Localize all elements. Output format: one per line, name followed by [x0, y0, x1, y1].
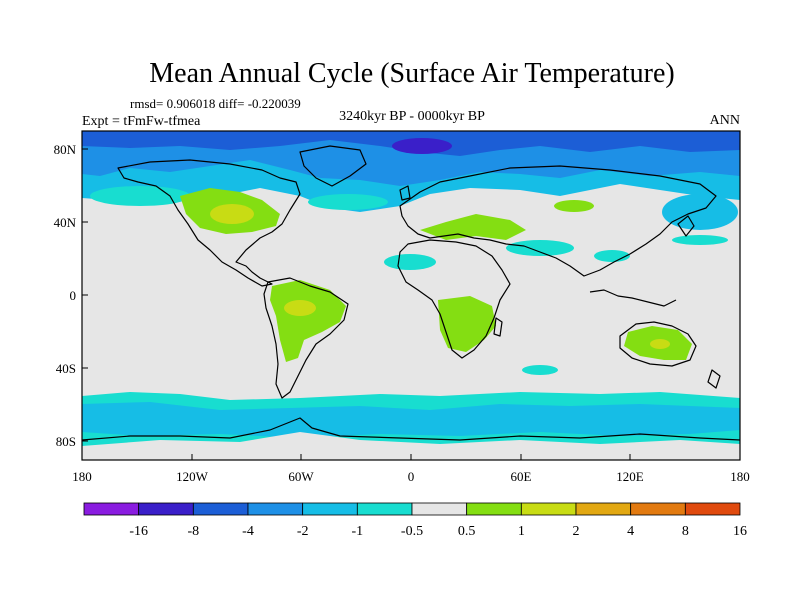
antarctic-grey: [82, 432, 740, 460]
colorbar-swatch: [192, 502, 249, 516]
lat-label: 80N: [54, 142, 77, 157]
axis-ticks: [81, 148, 741, 460]
colorbar-swatch: [356, 502, 413, 516]
colorbar-label: -4: [242, 524, 254, 539]
sahara-cool: [384, 254, 436, 270]
colorbar-swatch: [575, 502, 632, 516]
greenland-coast: [299, 145, 367, 187]
southern-anomaly: [82, 392, 740, 460]
atlantic-cyan-patch: [308, 194, 388, 210]
coastlines: [82, 145, 740, 441]
experiment-label: Expt = tFmFw-tfmea: [82, 114, 201, 129]
npacific-cyan-patch: [90, 186, 190, 206]
madagascar-coast: [493, 317, 503, 337]
indian-ocean-cool: [522, 365, 558, 375]
arctic-anomaly: [82, 131, 740, 230]
australia-coast: [619, 321, 697, 367]
lat-label: 40S: [56, 361, 76, 376]
latitude-labels: 80N 40N 0 40S 80S: [54, 142, 77, 449]
colorbar-swatch: [83, 502, 140, 516]
north-america-coast: [117, 159, 301, 287]
colorbar-swatch: [684, 502, 741, 516]
europe-warm: [420, 214, 526, 240]
lon-label: 0: [408, 469, 415, 484]
colorbar-swatch: [411, 502, 468, 516]
colorbar-swatch: [630, 502, 686, 516]
south-america-coast: [263, 277, 349, 399]
colorbar-swatch: [520, 502, 577, 516]
africa-warm: [438, 296, 496, 352]
plot-title: Mean Annual Cycle (Surface Air Temperatu…: [149, 58, 674, 89]
arctic-core: [392, 138, 452, 154]
colorbar-label: 4: [627, 524, 634, 539]
map-field: [82, 131, 740, 460]
colorbar-swatch: [247, 502, 304, 516]
central-asia-warm: [554, 200, 594, 212]
southeast-asia-cool: [594, 250, 630, 262]
southern-band-blue: [82, 402, 740, 438]
colorbar: -16 -8 -4 -2 -1 -0.5 0.5 1 2 4 8 16: [83, 502, 747, 539]
lon-label: 180: [730, 469, 750, 484]
colorbar-label: -8: [187, 524, 199, 539]
amazon-warm-core: [284, 300, 316, 316]
colorbar-label: 2: [573, 524, 580, 539]
indonesia-coast: [589, 289, 677, 307]
longitude-labels: 180 120W 60W 0 60E 120E 180: [72, 469, 750, 484]
lat-label: 40N: [54, 215, 77, 230]
colorbar-swatch: [138, 502, 194, 516]
north-america-warm-core: [210, 204, 254, 224]
arabia-cool: [506, 240, 574, 256]
south-america-warm: [270, 280, 346, 362]
colorbar-label: -16: [129, 524, 148, 539]
lon-label: 120W: [176, 469, 209, 484]
lon-label: 60W: [288, 469, 314, 484]
lon-label: 120E: [616, 469, 644, 484]
japan-coast: [677, 215, 695, 237]
colorbar-label: 16: [733, 524, 747, 539]
pacific-tropical-cool: [672, 235, 728, 245]
colorbar-label: 8: [682, 524, 689, 539]
colorbar-label: 1: [518, 524, 525, 539]
warm-patches: [180, 188, 692, 362]
lat-label: 0: [70, 288, 77, 303]
colorbar-label: -1: [351, 524, 363, 539]
colorbar-swatch: [466, 502, 522, 516]
lat-label: 80S: [56, 434, 76, 449]
colorbar-label: -0.5: [401, 524, 423, 539]
period-label: 3240kyr BP - 0000kyr BP: [339, 109, 485, 124]
stats-text: rmsd= 0.906018 diff= -0.220039: [130, 96, 301, 111]
africa-coast: [397, 239, 511, 359]
season-label: ANN: [710, 113, 740, 128]
lon-label: 180: [72, 469, 92, 484]
australia-warm-core: [650, 339, 670, 349]
antarctica-coast: [82, 417, 740, 441]
colorbar-label: 0.5: [458, 524, 476, 539]
colorbar-swatch: [302, 502, 358, 516]
new-zealand-coast: [707, 369, 721, 389]
europe-asia-coast: [399, 165, 717, 277]
lon-label: 60E: [511, 469, 532, 484]
colorbar-label: -2: [297, 524, 309, 539]
uk-coast: [399, 185, 411, 201]
pacific-cyan-patch: [662, 194, 738, 230]
